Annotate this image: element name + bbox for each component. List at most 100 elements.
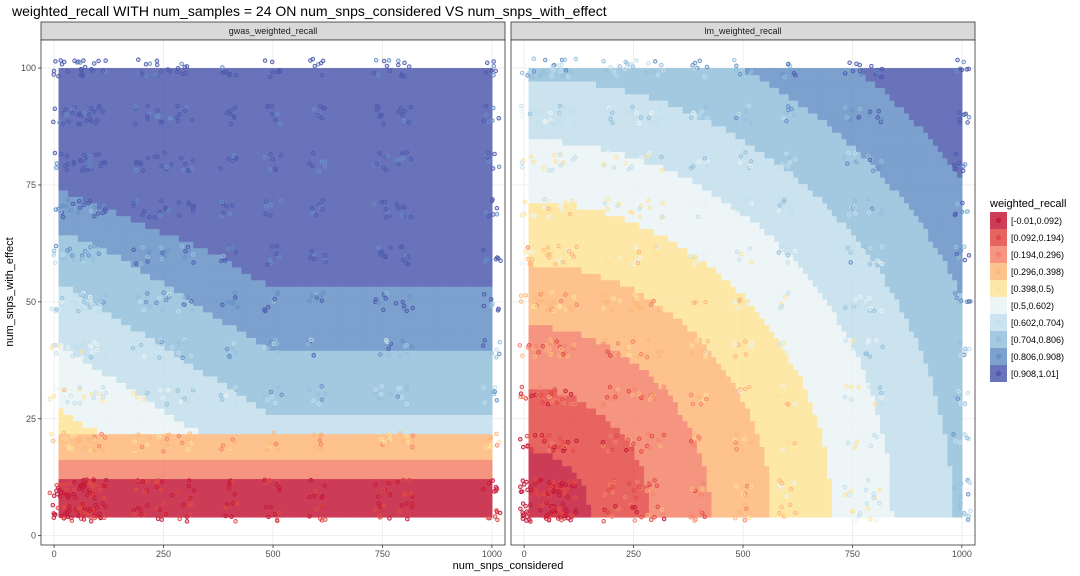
heat-cell <box>251 401 257 409</box>
heat-cell <box>299 305 305 313</box>
heat-cell <box>212 234 219 242</box>
heat-cell <box>236 446 243 454</box>
heat-cell <box>111 183 117 191</box>
heat-cell <box>284 497 291 505</box>
heat-cell <box>227 375 233 383</box>
heat-cell <box>101 286 108 294</box>
heat-cell <box>178 125 185 133</box>
heat-cell <box>130 504 137 512</box>
heat-cell <box>308 439 315 448</box>
heat-cell <box>130 292 137 300</box>
heat-cell <box>154 93 161 101</box>
heat-cell <box>294 260 300 268</box>
heat-cell <box>357 221 363 229</box>
heat-cell <box>82 221 88 229</box>
heat-cell <box>116 100 122 108</box>
heat-cell <box>217 164 223 172</box>
heat-cell <box>328 504 334 512</box>
heat-cell <box>308 215 315 223</box>
heat-cell <box>178 407 185 415</box>
heat-cell <box>289 414 296 422</box>
heat-cell <box>174 305 180 313</box>
heat-cell <box>385 106 392 114</box>
heat-cell <box>381 497 387 505</box>
heat-cell <box>106 356 113 364</box>
heat-cell <box>231 93 238 101</box>
heat-cell <box>212 183 219 191</box>
heat-cell <box>169 427 175 435</box>
heat-cell <box>332 132 339 140</box>
heat-cell <box>231 484 238 492</box>
heat-cell <box>121 407 127 415</box>
heat-cell <box>198 472 204 480</box>
heat-cell <box>255 459 262 467</box>
heat-cell <box>222 151 228 159</box>
heat-cell <box>395 439 401 448</box>
heat-cell <box>357 504 363 512</box>
heat-cell <box>198 279 204 287</box>
heat-cell <box>390 356 397 364</box>
heat-cell <box>87 241 93 249</box>
heat-cell <box>164 305 170 313</box>
heat-cell <box>323 491 329 499</box>
heat-cell <box>260 382 267 390</box>
heat-cell <box>68 401 74 409</box>
heat-cell <box>82 311 88 319</box>
heat-cell <box>87 234 93 242</box>
heat-cell <box>125 305 132 313</box>
heat-cell <box>299 363 305 371</box>
heat-cell <box>323 132 329 140</box>
heat-cell <box>217 132 223 140</box>
heat-cell <box>299 388 305 396</box>
heat-cell <box>255 215 262 223</box>
heat-cell <box>198 388 204 396</box>
heat-cell <box>222 414 228 422</box>
heat-cell <box>193 388 199 396</box>
heat-cell <box>376 125 382 133</box>
heat-cell <box>231 318 238 326</box>
heat-cell <box>58 363 64 371</box>
heat-cell <box>332 504 339 512</box>
heat-cell <box>111 93 117 101</box>
heat-cell <box>294 247 300 255</box>
heat-cell <box>337 337 344 345</box>
heat-cell <box>92 87 98 95</box>
heat-cell <box>332 279 339 287</box>
heat-cell <box>125 318 132 326</box>
heat-cell <box>121 241 127 249</box>
heat-cell <box>280 446 286 454</box>
heat-cell <box>202 484 209 492</box>
heat-cell <box>251 427 257 435</box>
heat-cell <box>207 388 214 396</box>
heat-cell <box>328 202 334 210</box>
heat-cell <box>251 369 257 377</box>
heat-cell <box>260 183 267 191</box>
heat-cell <box>294 363 300 371</box>
heat-cell <box>222 112 228 120</box>
heat-cell <box>328 472 334 480</box>
heat-cell <box>332 254 339 262</box>
heat-cell <box>376 478 382 486</box>
heat-cell <box>270 504 276 512</box>
heat-cell <box>202 427 209 435</box>
heat-cell <box>106 266 113 274</box>
heat-cell <box>140 254 146 262</box>
heat-cell <box>116 388 122 396</box>
heat-cell <box>106 279 113 287</box>
heat-cell <box>231 337 238 345</box>
heat-cell <box>212 209 219 217</box>
heat-cell <box>260 202 267 210</box>
heat-cell <box>77 125 84 133</box>
heat-cell <box>304 497 310 505</box>
heat-cell <box>125 215 132 223</box>
heat-cell <box>299 189 305 197</box>
heat-cell <box>97 215 103 223</box>
heat-cell <box>149 189 156 197</box>
heat-cell <box>289 427 296 435</box>
heat-cell <box>77 112 84 120</box>
heat-cell <box>313 337 320 345</box>
heat-cell <box>212 292 219 300</box>
heat-cell <box>169 87 175 95</box>
heat-cell <box>328 350 334 358</box>
heat-cell <box>284 446 291 454</box>
